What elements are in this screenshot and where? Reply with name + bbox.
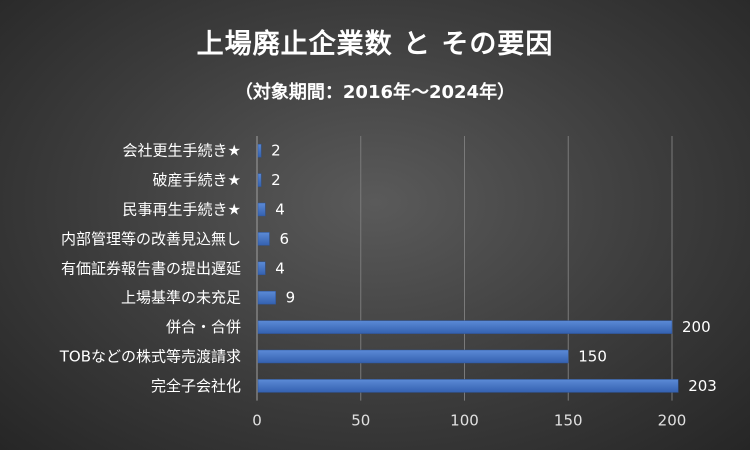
data-label: 2 bbox=[271, 142, 281, 160]
x-tick-label: 200 bbox=[658, 412, 687, 430]
category-label: 上場基準の未充足 bbox=[121, 289, 241, 307]
x-tick-label: 150 bbox=[554, 412, 583, 430]
bar bbox=[257, 143, 262, 158]
category-label: TOBなどの株式等売渡請求 bbox=[59, 348, 241, 366]
x-tick-label: 100 bbox=[450, 412, 479, 430]
bar bbox=[257, 173, 262, 187]
chart-subtitle: （対象期間：2016年～2024年） bbox=[234, 82, 516, 103]
data-label: 2 bbox=[271, 171, 281, 189]
bar bbox=[257, 261, 266, 276]
bar bbox=[257, 202, 266, 217]
data-label: 4 bbox=[275, 259, 285, 277]
bar bbox=[257, 320, 673, 334]
category-label: 破産手続き★ bbox=[153, 171, 241, 189]
x-tick-label: 50 bbox=[351, 412, 370, 430]
data-label: 150 bbox=[578, 348, 607, 366]
category-label: 内部管理等の改善見込無し bbox=[61, 230, 241, 248]
data-label: 200 bbox=[682, 318, 711, 336]
bar bbox=[257, 232, 270, 246]
x-tick-label: 0 bbox=[252, 412, 262, 430]
category-label: 会社更生手続き★ bbox=[123, 142, 241, 160]
bar bbox=[257, 349, 569, 364]
data-label: 203 bbox=[688, 377, 717, 395]
data-label: 9 bbox=[286, 289, 296, 307]
data-label: 6 bbox=[279, 230, 289, 248]
category-label: 有価証券報告書の提出遅延 bbox=[61, 259, 241, 277]
bar bbox=[257, 379, 679, 393]
category-label: 民事再生手続き★ bbox=[123, 201, 241, 219]
category-label: 併合・合併 bbox=[166, 318, 241, 336]
category-label: 完全子会社化 bbox=[151, 377, 241, 395]
data-label: 4 bbox=[275, 201, 285, 219]
chart-title: 上場廃止企業数 と その要因 bbox=[196, 29, 554, 60]
bar bbox=[257, 290, 276, 305]
